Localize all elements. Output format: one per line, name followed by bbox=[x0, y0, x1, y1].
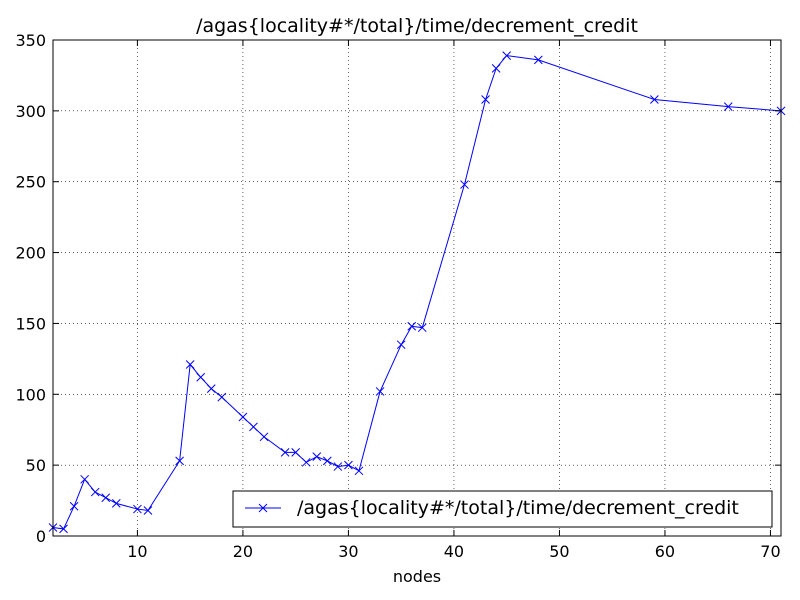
data-point-marker bbox=[417, 323, 427, 333]
chart-title: /agas{locality#*/total}/time/decrement_c… bbox=[196, 15, 638, 37]
x-tick-label: 50 bbox=[549, 542, 569, 561]
data-point-marker bbox=[344, 460, 353, 470]
x-tick-label: 10 bbox=[127, 542, 147, 561]
data-point-marker bbox=[143, 506, 153, 515]
y-tick-label: 0 bbox=[36, 527, 46, 546]
data-point-marker bbox=[333, 462, 343, 471]
y-tick-label: 300 bbox=[15, 102, 46, 121]
data-point-marker bbox=[396, 340, 406, 350]
x-tick-label: 70 bbox=[760, 542, 780, 561]
series-layer bbox=[48, 51, 786, 534]
data-point-marker bbox=[133, 504, 142, 514]
data-point-marker bbox=[460, 180, 469, 189]
data-point-marker bbox=[491, 63, 501, 73]
y-tick-label: 200 bbox=[15, 244, 46, 263]
x-tick-label: 40 bbox=[444, 542, 464, 561]
data-point-marker bbox=[723, 102, 733, 111]
data-point-marker bbox=[90, 487, 100, 497]
data-point-marker bbox=[312, 452, 322, 461]
data-point-marker bbox=[80, 474, 90, 484]
data-point-marker bbox=[59, 524, 68, 534]
data-point-marker bbox=[217, 392, 227, 402]
y-tick-label: 100 bbox=[15, 385, 46, 404]
data-point-marker bbox=[533, 55, 543, 65]
data-point-marker bbox=[185, 360, 195, 369]
y-tick-label: 150 bbox=[15, 314, 46, 333]
x-axis-label: nodes bbox=[393, 567, 441, 586]
y-tick-label: 250 bbox=[15, 173, 46, 192]
y-tick-label: 50 bbox=[26, 456, 46, 475]
data-point-marker bbox=[196, 372, 206, 382]
legend-box bbox=[232, 490, 773, 528]
data-point-marker bbox=[354, 466, 364, 476]
x-tick-label: 60 bbox=[655, 542, 675, 561]
data-point-marker bbox=[249, 422, 258, 432]
data-point-marker bbox=[322, 456, 332, 466]
data-point-marker bbox=[650, 95, 659, 104]
legend-label: /agas{locality#*/total}/time/decrement_c… bbox=[297, 497, 739, 519]
data-point-marker bbox=[291, 448, 301, 457]
x-tick-label: 30 bbox=[338, 542, 358, 561]
data-point-marker bbox=[69, 501, 79, 511]
data-point-marker bbox=[502, 51, 512, 60]
data-point-marker bbox=[259, 432, 269, 442]
data-point-marker bbox=[375, 387, 385, 396]
axis-ticks: 10 20 30 40 50 60 70 0 50 100 150 200 250 300 350 bbox=[15, 31, 781, 561]
data-point-marker bbox=[280, 448, 290, 457]
legend: /agas{locality#*/total}/time/decrement_c… bbox=[232, 490, 773, 528]
data-point-marker bbox=[101, 493, 111, 503]
data-point-marker bbox=[301, 457, 311, 467]
data-point-marker bbox=[238, 412, 248, 422]
data-point-marker bbox=[175, 456, 184, 466]
x-tick-label: 20 bbox=[233, 542, 253, 561]
plot-frame bbox=[52, 39, 782, 537]
data-point-marker bbox=[481, 95, 490, 104]
legend-marker bbox=[258, 503, 268, 513]
data-point-marker bbox=[111, 499, 121, 508]
data-point-marker bbox=[206, 384, 216, 393]
data-point-marker bbox=[407, 321, 417, 331]
y-tick-label: 350 bbox=[15, 31, 46, 50]
